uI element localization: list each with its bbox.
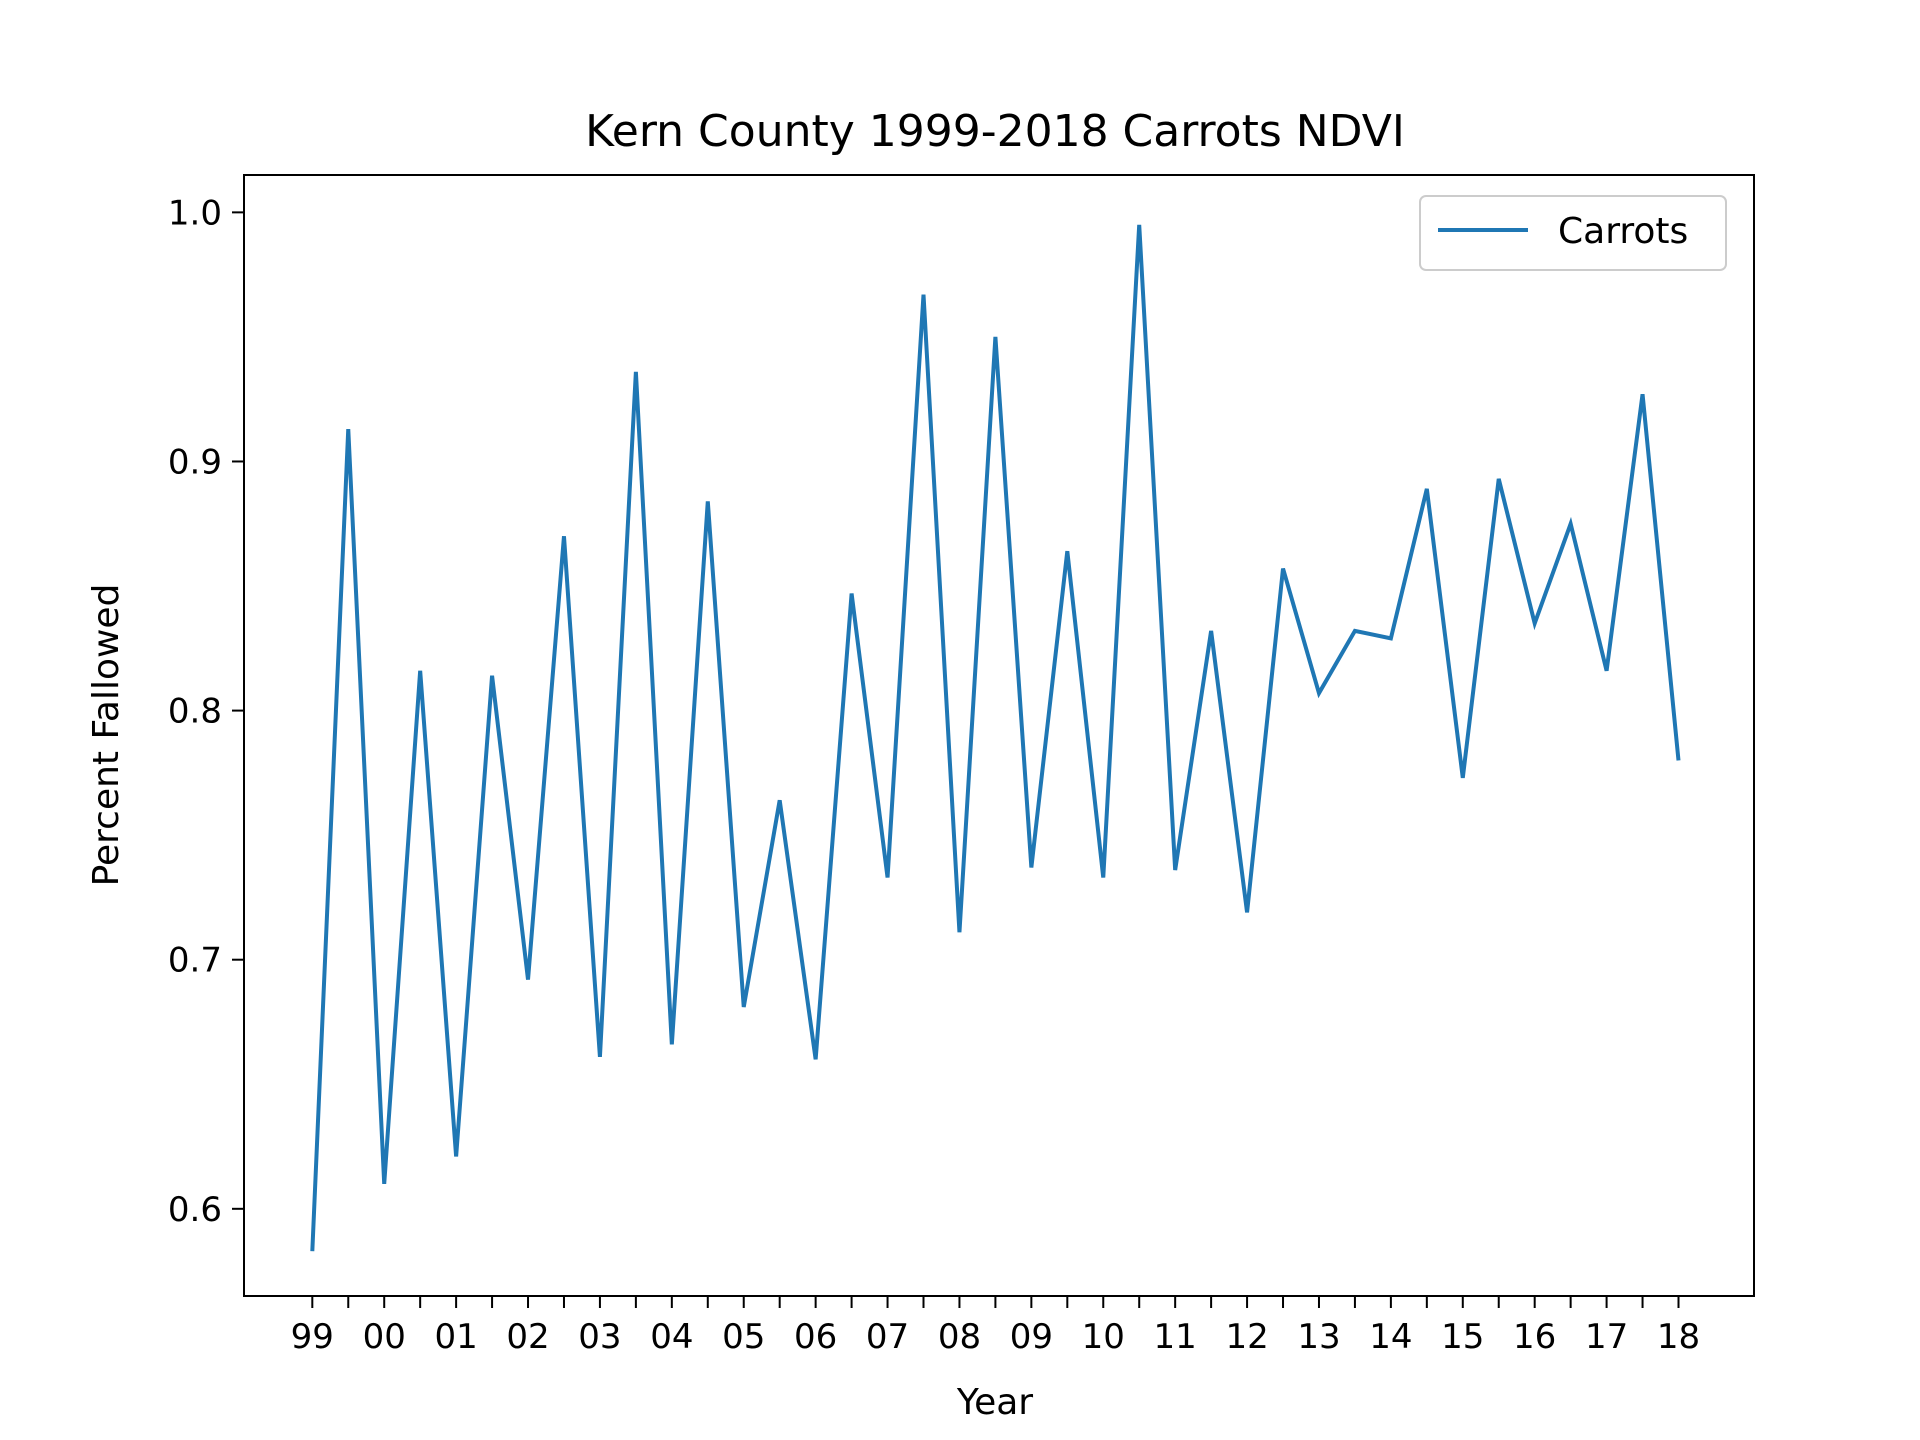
y-axis-label: Percent Fallowed — [86, 584, 127, 887]
y-tick-label: 0.7 — [168, 941, 222, 981]
y-tick-label: 0.8 — [168, 692, 222, 732]
x-tick-label: 06 — [794, 1317, 837, 1357]
legend-label-carrots: Carrots — [1558, 211, 1688, 252]
x-tick-label: 17 — [1585, 1317, 1628, 1357]
y-tick-label: 0.9 — [168, 442, 222, 482]
x-tick-label: 05 — [722, 1317, 765, 1357]
x-tick-label: 12 — [1225, 1317, 1268, 1357]
x-tick-label: 11 — [1154, 1317, 1197, 1357]
x-tick-label: 99 — [291, 1317, 334, 1357]
x-tick-label: 01 — [434, 1317, 477, 1357]
x-tick-label: 04 — [650, 1317, 693, 1357]
y-axis-ticks: 0.6 0.7 0.8 0.9 1.0 — [168, 193, 244, 1230]
x-tick-label: 09 — [1010, 1317, 1053, 1357]
legend: Carrots — [1419, 195, 1727, 271]
y-tick-label: 1.0 — [168, 193, 222, 233]
x-tick-label: 10 — [1082, 1317, 1125, 1357]
x-tick-label: 18 — [1657, 1317, 1700, 1357]
x-tick-label: 08 — [938, 1317, 981, 1357]
chart-title: Kern County 1999-2018 Carrots NDVI — [585, 106, 1405, 157]
y-tick-label: 0.6 — [168, 1190, 222, 1230]
x-tick-label: 16 — [1513, 1317, 1556, 1357]
plot-frame — [243, 174, 1755, 1297]
x-axis-label: Year — [956, 1382, 1033, 1423]
series-line-carrots — [310, 224, 1681, 1252]
x-tick-label: 07 — [866, 1317, 909, 1357]
legend-box — [1419, 195, 1727, 271]
x-tick-label: 02 — [506, 1317, 549, 1357]
x-axis-ticks: 99 00 01 02 03 04 05 06 07 08 09 10 11 12 13 14 15 16 17 18 — [291, 1296, 1700, 1357]
x-tick-label: 15 — [1441, 1317, 1484, 1357]
x-tick-label: 00 — [363, 1317, 406, 1357]
x-tick-label: 03 — [578, 1317, 621, 1357]
x-tick-label: 14 — [1369, 1317, 1412, 1357]
x-tick-label: 13 — [1297, 1317, 1340, 1357]
